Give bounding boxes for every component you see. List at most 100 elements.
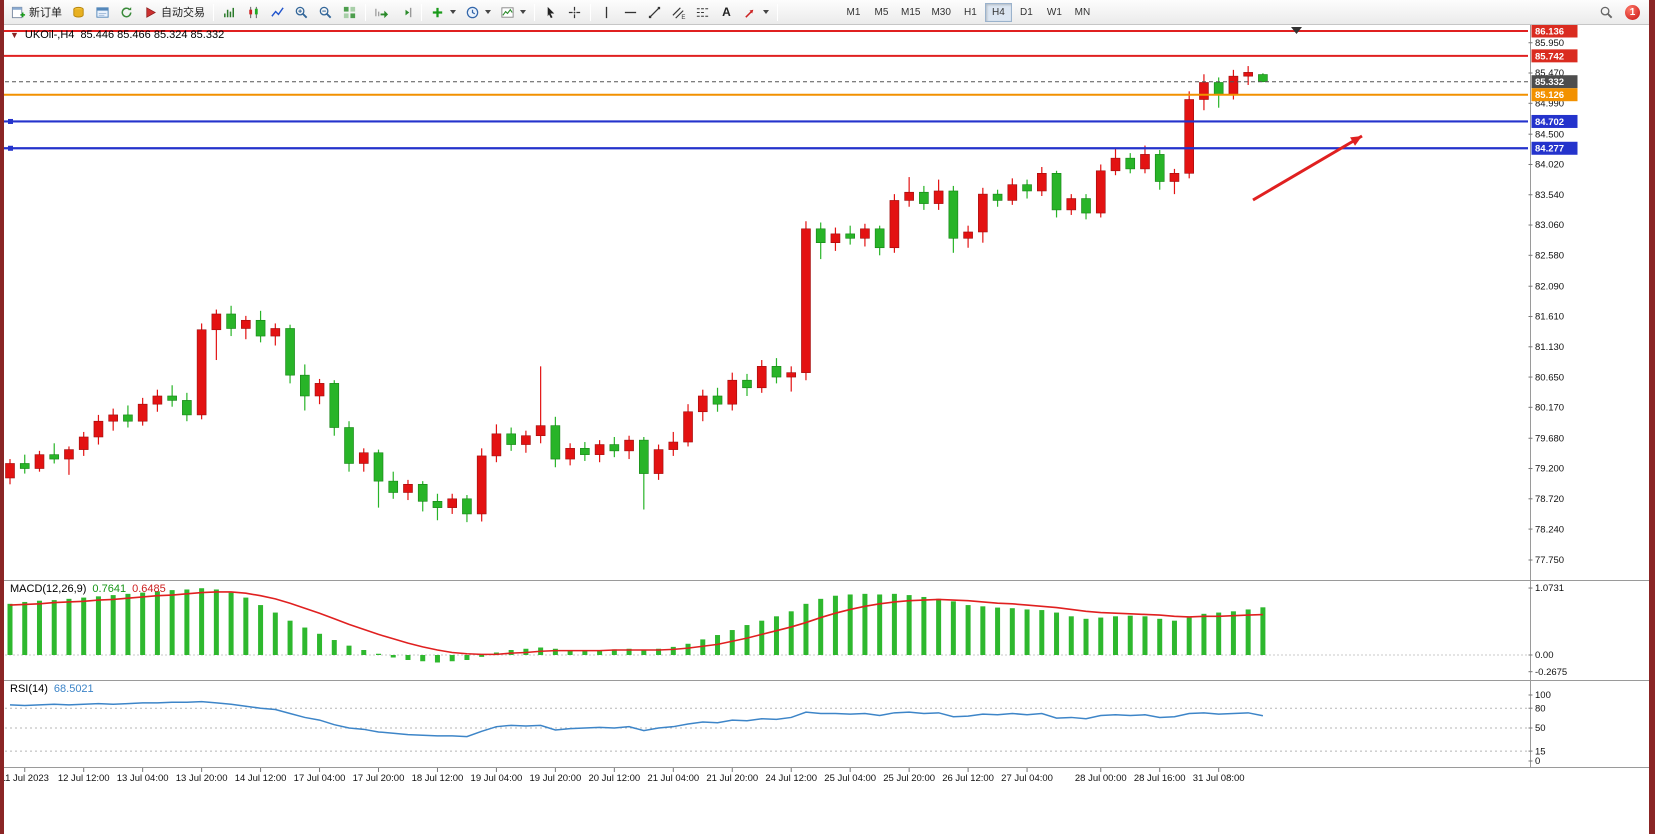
data-window-button[interactable] [91,2,114,23]
chart-shift-button[interactable] [394,2,417,23]
templates-button[interactable] [496,2,530,23]
auto-scroll-button[interactable] [370,2,393,23]
candle-body [756,366,767,389]
candle-body [167,395,177,401]
time-label: 18 Jul 12:00 [412,773,464,784]
text-tool-button[interactable]: A [715,2,738,23]
timeframe-button-mn[interactable]: MN [1069,3,1096,22]
notification-badge[interactable]: 1 [1625,4,1640,20]
candle-body [1037,173,1047,192]
horizontal-line-button[interactable] [619,2,642,23]
macd-histogram-bar [376,653,381,655]
timeframe-button-d1[interactable]: D1 [1013,3,1040,22]
macd-histogram-bar [22,601,28,655]
templates-icon [501,6,514,18]
candle-body [742,379,752,389]
time-label: 21 Jul 20:00 [706,773,758,784]
symbol-info-line: ▼ UKOil-,H4 85.446 85.466 85.324 85.332 [10,29,224,41]
timeframe-button-h4[interactable]: H4 [984,2,1012,22]
macd-histogram-bar [670,646,676,655]
toolbar-separator [534,3,535,21]
macd-histogram-bar [346,645,352,655]
macd-histogram-bar [1068,616,1074,655]
rsi-label: RSI(14) [10,683,48,695]
macd-histogram-bar [995,607,1001,655]
candle-body [285,328,295,376]
macd-histogram-bar [169,590,175,655]
macd-histogram-bar [1127,615,1133,655]
candle-body [771,366,782,378]
candle-body [241,319,251,329]
fibonacci-button[interactable] [691,2,714,23]
indicators-button[interactable] [426,2,460,23]
rsi-scale-label: 50 [1535,723,1546,734]
macd-histogram-bar [700,639,706,655]
macd-histogram-bar [906,595,912,655]
auto-trading-button[interactable]: 自动交易 [139,2,209,23]
candle-body [712,395,723,405]
macd-histogram-bar [184,589,190,655]
channel-button[interactable]: E [667,2,690,23]
toolbar-separator [777,3,778,21]
line-chart-button[interactable] [266,2,289,23]
macd-histogram-bar [317,633,323,655]
zoom-in-button[interactable] [290,2,313,23]
time-label: 19 Jul 20:00 [529,773,581,784]
crosshair-button[interactable] [563,2,586,23]
timeframe-button-m5[interactable]: M5 [868,3,895,22]
navigator-icon [121,6,132,17]
vertical-line-button[interactable] [595,2,618,23]
macd-histogram-bar [626,648,632,655]
macd-histogram-bar [567,650,573,655]
timeframe-button-h1[interactable]: H1 [957,3,984,22]
candle-body [5,463,15,479]
timeframe-button-m30[interactable]: M30 [926,3,955,22]
time-label: 11 Jul 2023 [1,773,49,784]
zoom-out-button[interactable] [314,2,337,23]
window-edge-right [1649,0,1655,834]
timeframe-button-m15[interactable]: M15 [896,3,925,22]
candle-body [64,449,74,460]
bar-chart-button[interactable] [218,2,241,23]
macd-histogram-bar [243,597,249,655]
candlestick-chart-button[interactable] [242,2,265,23]
search-button[interactable] [1595,2,1618,23]
timeframe-button-w1[interactable]: W1 [1041,3,1068,22]
time-label: 24 Jul 12:00 [765,773,817,784]
rsi-label-line: RSI(14) 68.5021 [10,683,94,695]
time-label: 31 Jul 08:00 [1193,773,1245,784]
navigator-button[interactable] [115,2,138,23]
price-tick-label: 82.580 [1535,251,1564,262]
trendline-button[interactable] [643,2,666,23]
line-handle[interactable] [8,145,13,151]
candle-body [49,454,60,460]
macd-histogram-bar [656,648,662,655]
time-label: 28 Jul 16:00 [1134,773,1186,784]
candle-body [919,191,929,204]
time-label: 20 Jul 12:00 [588,773,640,784]
periods-button[interactable] [461,2,495,23]
arrows-tool-button[interactable] [739,2,773,23]
tile-windows-button[interactable] [338,2,361,23]
macd-histogram-bar [228,592,234,655]
cursor-button[interactable] [539,2,562,23]
arrow-annotation[interactable] [1252,134,1363,202]
data-window-icon [96,6,109,18]
macd-histogram-bar [140,592,146,655]
bar-chart-icon [224,7,234,17]
price-tick-label: 84.500 [1535,129,1564,140]
candle-body [123,414,133,422]
candle-body [226,313,236,329]
line-handle[interactable] [8,118,13,124]
price-tick-label: 83.060 [1535,220,1564,231]
auto-trading-label: 自动交易 [161,7,205,19]
window-edge-left [0,0,4,834]
time-label: 14 Jul 12:00 [235,773,287,784]
new-order-button[interactable]: 新订单 [7,2,66,23]
periods-clock-icon [466,6,479,18]
chart-menu-icon[interactable]: ▼ [10,30,19,40]
timeframe-button-m1[interactable]: M1 [840,3,867,22]
market-watch-button[interactable] [67,2,90,23]
candle-body [978,193,988,233]
